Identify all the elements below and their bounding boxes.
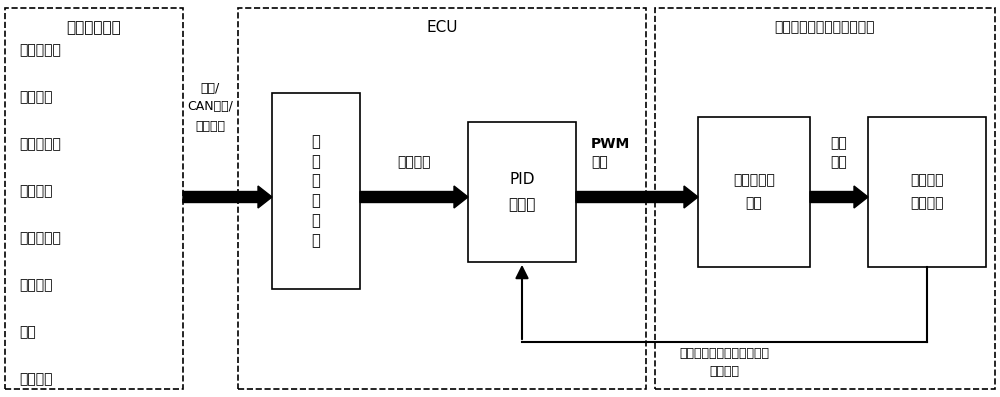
Text: 剪切
扭矩: 剪切 扭矩 xyxy=(831,137,847,169)
Text: 进气温度: 进气温度 xyxy=(19,184,52,198)
Text: 电控硅油离合器和机械风扇: 电控硅油离合器和机械风扇 xyxy=(775,20,875,34)
Text: 发动机水温: 发动机水温 xyxy=(19,43,61,57)
Text: 目标转速: 目标转速 xyxy=(397,155,431,169)
Text: 硬线/
CAN总线/
内部读取: 硬线/ CAN总线/ 内部读取 xyxy=(187,81,233,133)
FancyArrow shape xyxy=(360,186,468,208)
FancyArrow shape xyxy=(810,186,868,208)
Text: 电控硅油离
合器: 电控硅油离 合器 xyxy=(733,173,775,210)
Text: 电控硅油
机械风扇: 电控硅油 机械风扇 xyxy=(910,173,944,210)
Text: 变速器油温: 变速器油温 xyxy=(19,137,61,151)
FancyArrow shape xyxy=(576,186,698,208)
Text: ECU: ECU xyxy=(426,20,458,35)
FancyArrow shape xyxy=(183,186,272,208)
Text: 霍尔转速传感器监测风扇的
实际转速: 霍尔转速传感器监测风扇的 实际转速 xyxy=(680,347,770,378)
Bar xyxy=(698,117,810,267)
Text: 车速: 车速 xyxy=(19,325,36,339)
Bar xyxy=(868,117,986,267)
Text: 空调压力: 空调压力 xyxy=(19,278,52,292)
Text: 大气压力: 大气压力 xyxy=(19,372,52,386)
Bar xyxy=(468,122,576,262)
Text: 整车参数信息: 整车参数信息 xyxy=(67,20,121,35)
Bar xyxy=(5,8,183,389)
Text: 环境温度: 环境温度 xyxy=(19,90,52,104)
Bar xyxy=(655,8,995,389)
Text: 发动机转速: 发动机转速 xyxy=(19,231,61,245)
Bar xyxy=(272,93,360,289)
Text: PID
调节器: PID 调节器 xyxy=(508,172,536,212)
Text: 内
部
逻
辑
运
算: 内 部 逻 辑 运 算 xyxy=(312,134,320,248)
Text: PWM
信号: PWM 信号 xyxy=(591,137,630,169)
Bar xyxy=(238,8,646,389)
